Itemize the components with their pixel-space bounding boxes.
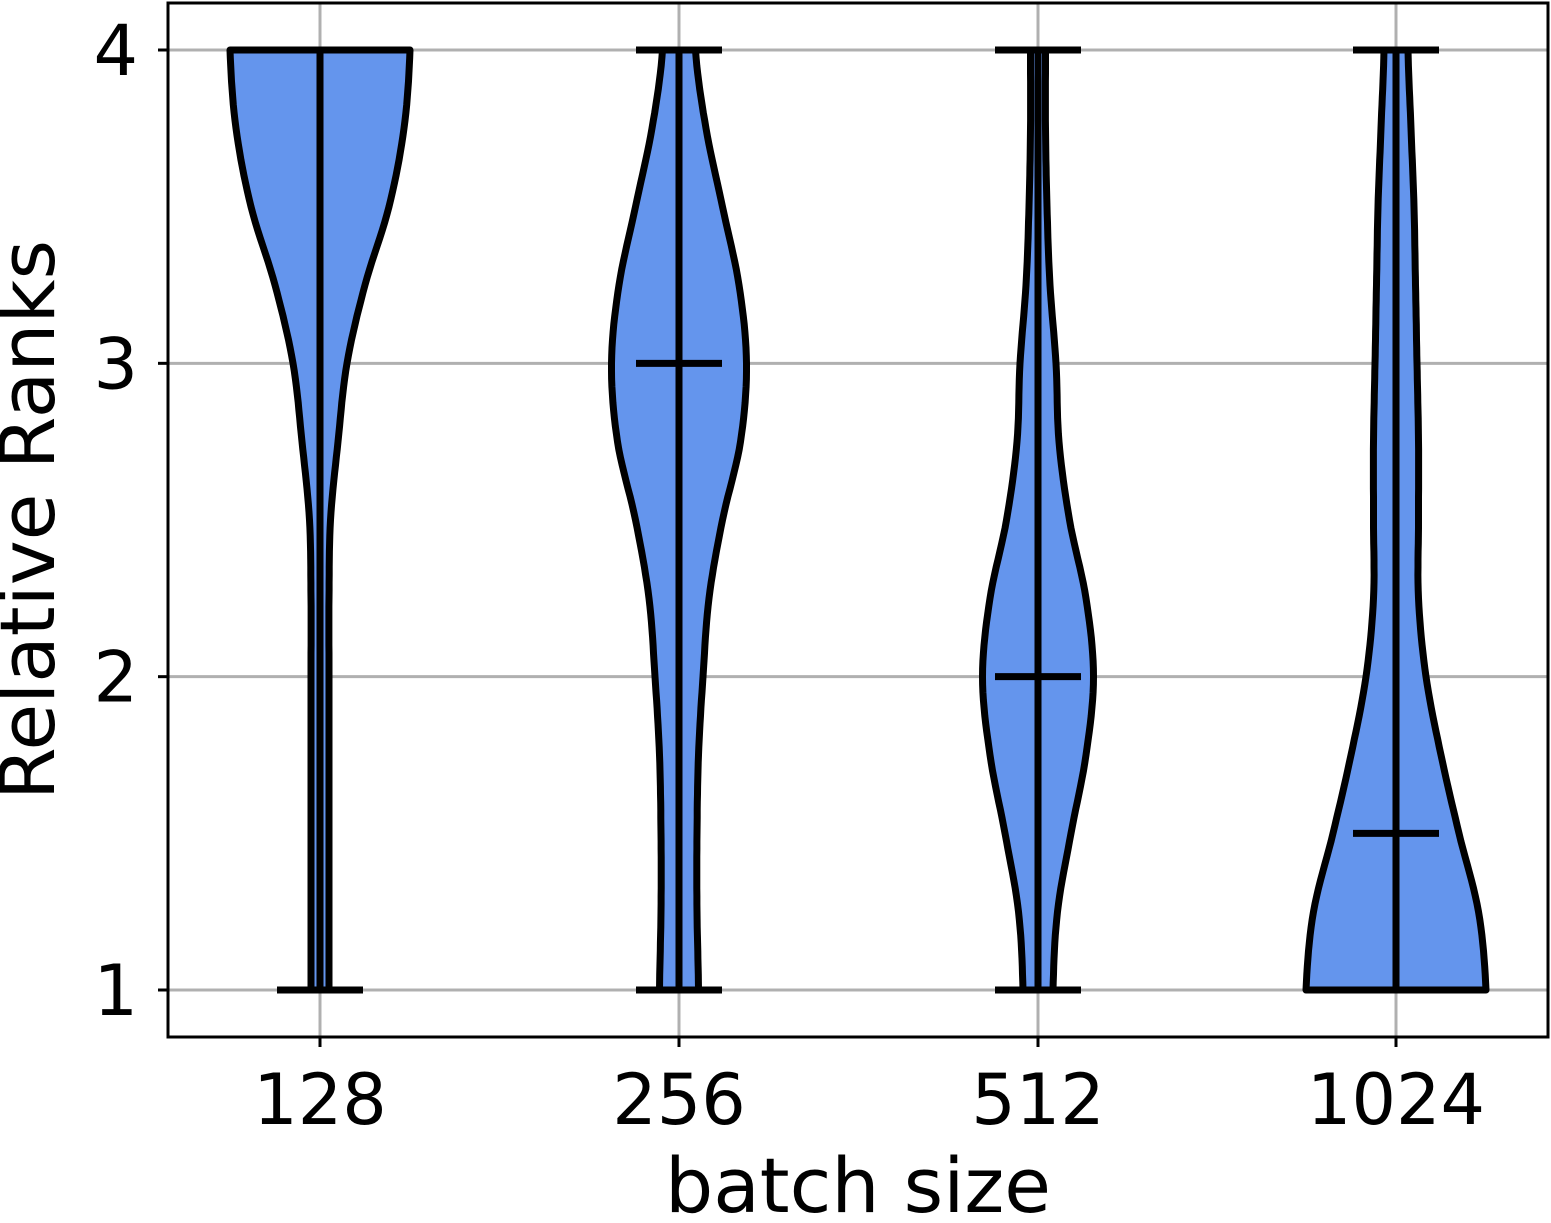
x-tick-label: 512 — [971, 1059, 1105, 1141]
axis-ticks: 1 2 3 4 128 256 512 1024 — [93, 10, 1485, 1141]
y-tick-label: 4 — [93, 10, 138, 92]
x-tick-label: 256 — [612, 1059, 746, 1141]
plot-frame — [166, 1, 1550, 1039]
x-tick-label: 1024 — [1307, 1059, 1485, 1141]
x-axis-label: batch size — [665, 1141, 1051, 1223]
violins — [226, 46, 1490, 994]
y-tick-label: 1 — [93, 950, 138, 1032]
y-tick-label: 3 — [93, 323, 138, 405]
x-tick-label: 128 — [253, 1059, 387, 1141]
y-tick-label: 2 — [93, 637, 138, 719]
y-axis-label: Relative Ranks — [0, 240, 72, 800]
